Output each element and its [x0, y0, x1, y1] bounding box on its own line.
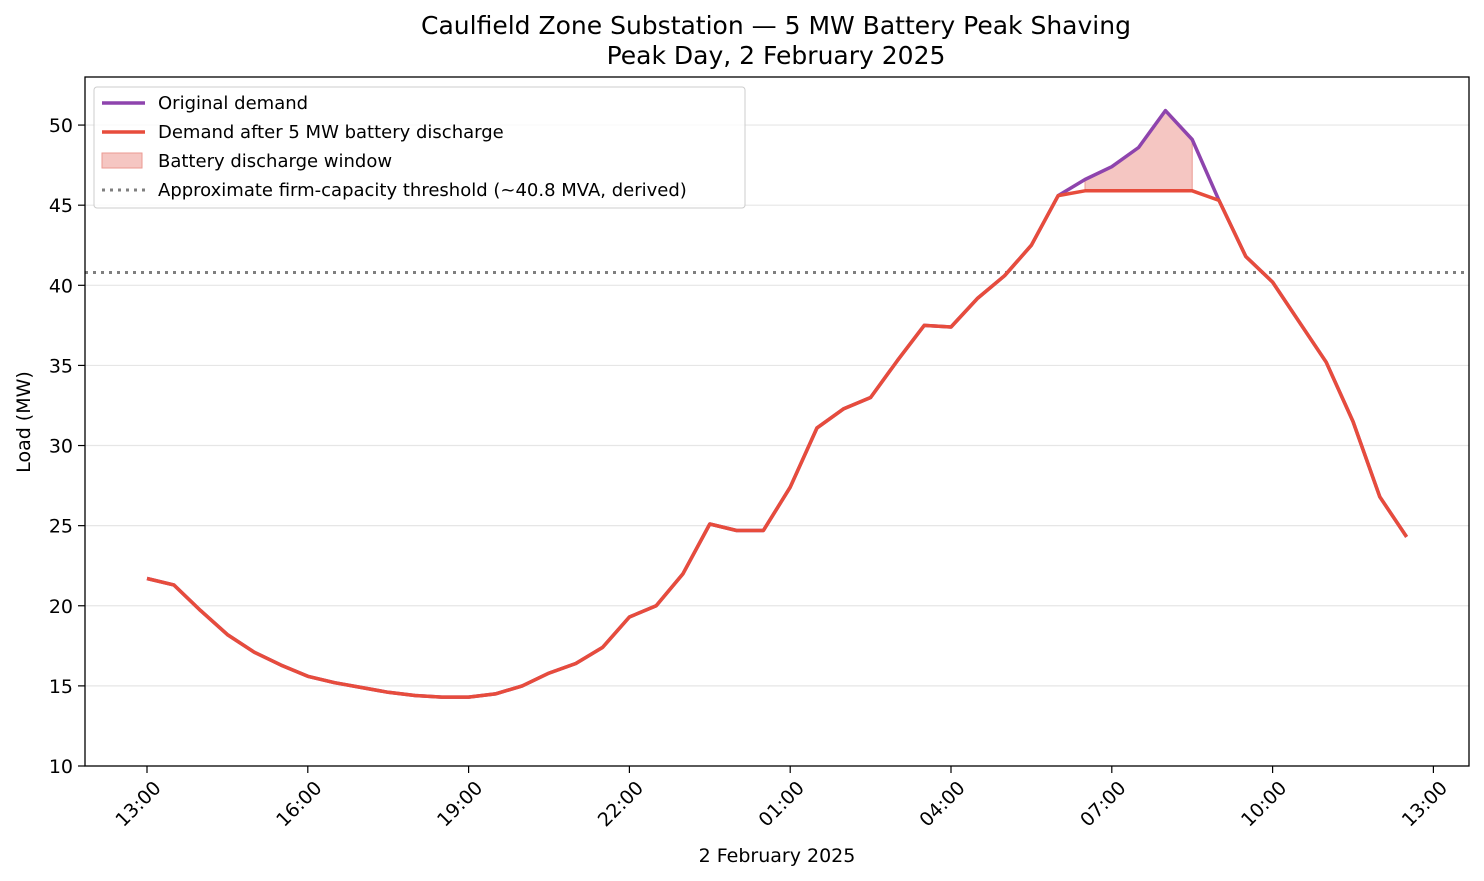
y-tick-label: 10: [49, 756, 73, 778]
y-axis-label: Load (MW): [13, 371, 35, 473]
y-tick-label: 25: [49, 516, 73, 538]
legend-label-after: Demand after 5 MW battery discharge: [158, 122, 504, 143]
series-line-after-battery: [146, 189, 1409, 699]
x-tick-label: 16:00: [272, 777, 326, 831]
y-tick-label: 35: [49, 355, 73, 377]
chart-subtitle: Peak Day, 2 February 2025: [607, 41, 946, 70]
legend-label-original: Original demand: [158, 93, 308, 114]
y-tick-label: 45: [49, 195, 73, 217]
x-tick-label: 01:00: [755, 777, 809, 831]
legend: Original demand Demand after 5 MW batter…: [93, 86, 746, 209]
y-axis: 10 15 20 25 30 35 40 45 50: [49, 115, 85, 778]
x-tick-label: 07:00: [1076, 777, 1130, 831]
x-tick-label: 19:00: [433, 777, 487, 831]
legend-label-fill: Battery discharge window: [158, 151, 392, 172]
gridlines: [85, 124, 1469, 687]
legend-label-threshold: Approximate firm-capacity threshold (~40…: [158, 180, 687, 201]
y-tick-label: 40: [49, 275, 73, 297]
x-tick-label: 04:00: [915, 777, 969, 831]
x-tick-label: 13:00: [1398, 777, 1452, 831]
x-axis: 13:00 16:00 19:00 22:00 01:00 04:00 07:00 10:00…: [111, 766, 1452, 831]
y-tick-label: 15: [49, 676, 73, 698]
y-tick-label: 30: [49, 436, 73, 458]
series-layer: [146, 108, 1409, 699]
x-tick-label: 10:00: [1237, 777, 1291, 831]
x-axis-label: 2 February 2025: [699, 845, 856, 867]
chart-title: Caulfield Zone Substation — 5 MW Battery…: [421, 11, 1131, 40]
y-tick-label: 50: [49, 115, 73, 137]
x-tick-label: 13:00: [111, 777, 165, 831]
legend-frame: [93, 86, 746, 209]
y-tick-label: 20: [49, 596, 73, 618]
legend-swatch-fill: [101, 152, 143, 169]
plot-frame: [84, 76, 1470, 767]
x-tick-label: 22:00: [594, 777, 648, 831]
